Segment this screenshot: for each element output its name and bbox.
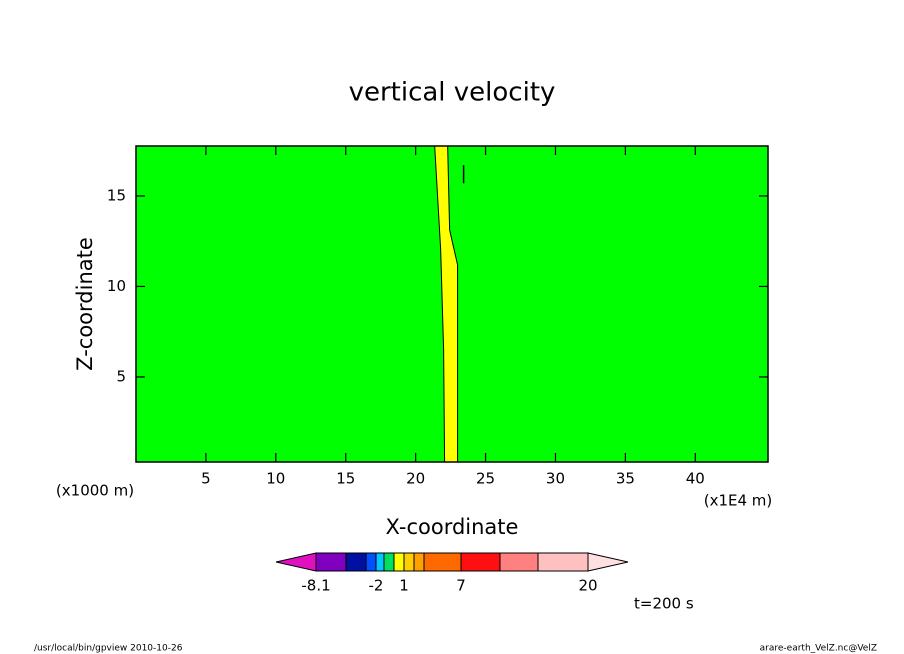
- y-tick-label: 5: [116, 367, 126, 385]
- colorbar-segment: [460, 552, 501, 572]
- y-axis-label: Z-coordinate: [73, 237, 97, 371]
- colorbar-segment: [383, 552, 395, 572]
- x-unit: (x1E4 m): [704, 492, 773, 510]
- colorbar-segment: [587, 552, 629, 572]
- colorbar-segment: [393, 552, 405, 572]
- colorbar-segment: [365, 552, 377, 572]
- colorbar-label: 1: [399, 577, 409, 595]
- x-axis-label: X-coordinate: [386, 515, 519, 539]
- colorbar-label: -2: [369, 577, 384, 595]
- colorbar-segment: [499, 552, 539, 572]
- footer-left: /usr/local/bin/gpview 2010-10-26: [34, 644, 183, 654]
- x-tick-label: 35: [616, 470, 635, 488]
- colorbar-segment: [413, 552, 425, 572]
- colorbar-segment: [423, 552, 462, 572]
- colorbar-segment: [345, 552, 367, 572]
- x-tick-label: 40: [686, 470, 705, 488]
- x-tick-label: 25: [476, 470, 495, 488]
- footer-right: arare-earth_VelZ.nc@VelZ: [760, 644, 877, 654]
- x-tick-label: 10: [266, 470, 285, 488]
- colorbar-segment: [403, 552, 415, 572]
- y-tick-label: 10: [107, 277, 126, 295]
- y-tick-label: 15: [107, 186, 126, 204]
- colorbar-label: 20: [578, 577, 597, 595]
- colorbar-segment: [375, 552, 385, 572]
- colorbar-label: 7: [456, 577, 466, 595]
- x-tick-label: 20: [406, 470, 425, 488]
- x-tick-label: 5: [201, 470, 211, 488]
- chart-title: vertical velocity: [349, 78, 556, 108]
- colorbar-segment: [275, 552, 317, 572]
- colorbar-segment: [537, 552, 589, 572]
- time-label: t=200 s: [634, 595, 694, 613]
- colorbar-segment: [315, 552, 347, 572]
- x-tick-label: 15: [336, 470, 355, 488]
- y-unit: (x1000 m): [56, 482, 134, 500]
- plot-frame: [135, 145, 769, 463]
- colorbar-label: -8.1: [301, 577, 330, 595]
- x-tick-label: 30: [546, 470, 565, 488]
